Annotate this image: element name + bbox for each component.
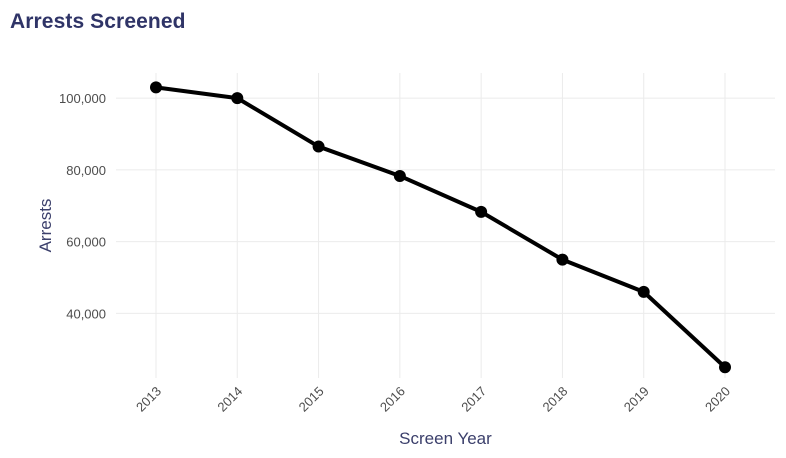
data-point [393, 169, 406, 182]
data-point [556, 253, 569, 266]
y-tick-label: 100,000 [59, 91, 106, 106]
x-axis-ticks: 2013 2014 2015 2016 2017 2018 2019 2020 [133, 384, 733, 415]
y-tick-label: 60,000 [66, 235, 106, 250]
x-tick-label: 2019 [621, 384, 652, 415]
chart-title: Arrests Screened [10, 10, 186, 33]
x-axis-title: Screen Year [399, 429, 492, 448]
y-axis-title: Arrests [36, 199, 55, 253]
data-point [150, 81, 162, 94]
x-tick-label: 2014 [214, 384, 245, 415]
y-tick-label: 80,000 [66, 163, 106, 178]
x-tick-label: 2020 [702, 384, 733, 415]
gridlines [116, 73, 775, 378]
x-tick-label: 2016 [377, 384, 408, 415]
data-point [637, 285, 650, 298]
series [150, 81, 731, 374]
data-point [231, 92, 244, 105]
y-tick-label: 40,000 [66, 306, 106, 321]
data-point [312, 140, 325, 153]
x-tick-label: 2018 [539, 384, 570, 415]
y-axis-ticks: 40,000 60,000 80,000 100,000 [59, 91, 106, 321]
x-tick-label: 2015 [296, 384, 327, 415]
data-point [719, 361, 731, 374]
x-tick-label: 2017 [458, 384, 489, 415]
data-point [475, 205, 488, 218]
x-tick-label: 2013 [133, 384, 164, 415]
series-line [154, 85, 727, 370]
